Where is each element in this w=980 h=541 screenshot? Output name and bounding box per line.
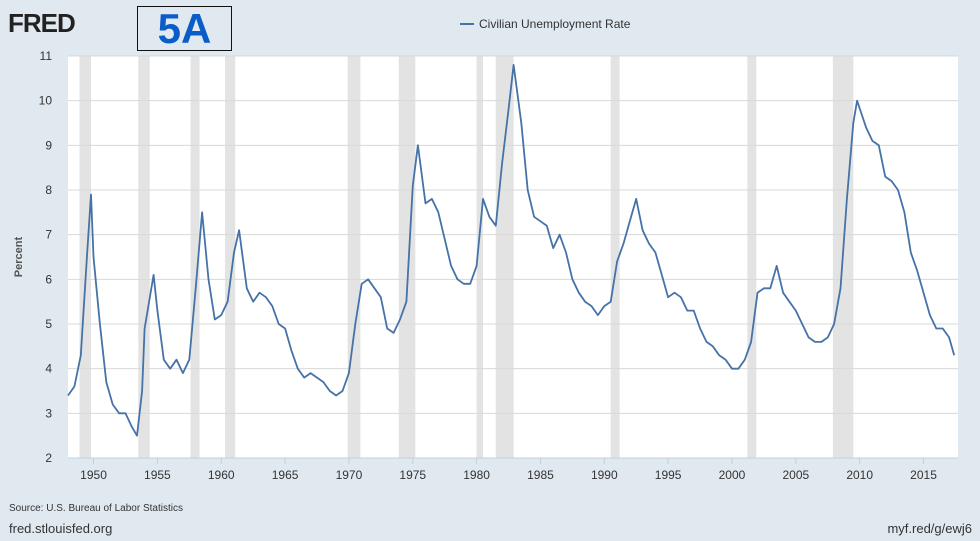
figure-label: 5A [137, 6, 232, 51]
y-tick-label: 8 [45, 183, 52, 197]
y-tick-label: 9 [45, 138, 52, 152]
short-url[interactable]: myf.red/g/ewj6 [887, 521, 972, 536]
y-tick-label: 2 [45, 451, 52, 465]
recession-band [347, 56, 361, 458]
x-tick-label: 1990 [591, 468, 618, 482]
x-tick-label: 1955 [144, 468, 171, 482]
y-tick-label: 10 [39, 94, 53, 108]
recession-band [476, 56, 483, 458]
x-tick-label: 2000 [719, 468, 746, 482]
x-tick-label: 1985 [527, 468, 554, 482]
y-tick-label: 7 [45, 228, 52, 242]
y-tick-label: 5 [45, 317, 52, 331]
recession-band [747, 56, 757, 458]
x-tick-label: 1950 [80, 468, 107, 482]
y-axis-label: Percent [13, 236, 25, 277]
recession-band [225, 56, 236, 458]
recession-band [138, 56, 150, 458]
fred-logo[interactable]: FRED [8, 8, 76, 38]
x-tick-label: 1995 [655, 468, 682, 482]
legend-swatch [460, 23, 474, 25]
y-tick-label: 3 [45, 406, 52, 420]
recession-band [79, 56, 91, 458]
series-line [67, 64, 956, 437]
recession-band [495, 56, 514, 458]
legend: Civilian Unemployment Rate [460, 17, 630, 31]
recession-band [190, 56, 200, 458]
legend-label: Civilian Unemployment Rate [479, 17, 631, 31]
y-tick-label: 4 [45, 362, 52, 376]
x-tick-label: 1975 [399, 468, 426, 482]
source-note: Source: U.S. Bureau of Labor Statistics [9, 503, 183, 514]
x-tick-label: 1965 [272, 468, 299, 482]
y-tick-label: 6 [45, 272, 52, 286]
x-tick-label: 1960 [208, 468, 235, 482]
x-tick-label: 1970 [336, 468, 363, 482]
y-tick-label: 11 [40, 49, 53, 63]
x-tick-label: 2015 [910, 468, 937, 482]
recession-band [610, 56, 620, 458]
x-tick-label: 2005 [782, 468, 809, 482]
x-tick-label: 1980 [463, 468, 490, 482]
x-tick-label: 2010 [846, 468, 873, 482]
site-link[interactable]: fred.stlouisfed.org [9, 521, 113, 536]
recession-band [398, 56, 416, 458]
